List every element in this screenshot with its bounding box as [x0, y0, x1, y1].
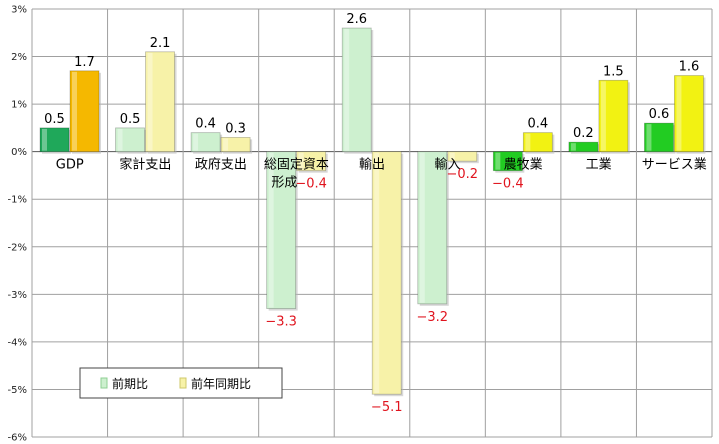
bar	[266, 151, 297, 310]
bar	[296, 151, 327, 172]
data-label: 1.6	[679, 60, 700, 75]
bar	[341, 27, 372, 153]
x-tick-label: 輸出	[359, 158, 385, 173]
bar	[598, 79, 629, 153]
bar-highlight	[72, 71, 77, 151]
legend-swatch-series-2	[179, 377, 187, 389]
bar-highlight	[495, 152, 501, 170]
bar	[417, 151, 448, 305]
legend-swatch-series-1	[100, 377, 108, 389]
x-tick-label: GDP	[56, 158, 84, 173]
y-tick-label: -3%	[8, 290, 27, 301]
data-label: 0.2	[573, 126, 594, 141]
data-label: −5.1	[371, 400, 403, 415]
bar	[115, 127, 145, 153]
bar	[644, 122, 674, 153]
bar	[522, 132, 553, 153]
bar-highlight	[344, 29, 350, 151]
bar-highlight	[268, 152, 274, 308]
legend: 前期比 前年同期比	[79, 367, 283, 399]
data-label: −3.2	[416, 310, 448, 325]
bars	[39, 27, 706, 397]
y-tick-label: -2%	[8, 242, 27, 253]
gridlines	[31, 8, 713, 438]
data-label: 2.1	[150, 36, 171, 51]
bar-highlight	[570, 143, 576, 151]
data-label: 0.6	[649, 107, 670, 122]
legend-box	[79, 367, 283, 399]
y-tick-label: 0%	[11, 147, 27, 158]
x-tick-label: 工業	[586, 157, 612, 173]
y-tick-label: -4%	[8, 337, 27, 348]
y-tick-label: 3%	[11, 5, 27, 16]
bar	[568, 141, 599, 153]
y-tick-label: 1%	[11, 100, 27, 111]
data-label: −0.2	[446, 167, 478, 182]
data-label: −3.3	[265, 315, 297, 330]
data-label: 0.4	[195, 117, 216, 132]
data-label: −0.4	[492, 177, 524, 192]
bar-highlight	[676, 76, 682, 151]
data-label: 0.5	[44, 112, 65, 127]
x-tick-label: 政府支出	[195, 158, 247, 173]
x-tick-label: 輸入	[435, 158, 461, 173]
bar-highlight	[42, 128, 47, 151]
data-label: 1.5	[603, 64, 624, 79]
bar-highlight	[117, 128, 123, 151]
bar-highlight	[525, 133, 531, 151]
value-labels: 0.5 0.5 0.4 −3.3 2.6 −3.2 −0.4 0.2 0.6 1.7 2.1 0.3 −…	[44, 12, 699, 415]
x-tick-label: サービス業	[642, 157, 707, 173]
bar-highlight	[223, 138, 229, 151]
bar-highlight	[449, 152, 455, 161]
y-axis: 3% 2% 1% 0% -1% -2% -3% -4% -5% -6%	[8, 5, 27, 444]
data-label: 1.7	[74, 55, 95, 70]
y-tick-label: -6%	[8, 433, 27, 444]
data-label: 0.4	[527, 117, 548, 132]
bar-highlight	[646, 124, 652, 151]
x-tick-label: 農牧業	[504, 157, 543, 173]
y-tick-label: -5%	[8, 385, 27, 396]
bar	[69, 70, 100, 153]
bar	[674, 75, 704, 153]
bar-highlight	[147, 52, 153, 151]
bar-highlight	[419, 152, 425, 303]
bar-highlight	[193, 133, 199, 151]
y-tick-label: -1%	[8, 195, 27, 206]
data-label: 0.3	[225, 121, 246, 136]
bar	[145, 51, 175, 153]
bar-highlight	[600, 81, 606, 151]
bar	[371, 151, 402, 395]
bar	[492, 151, 523, 172]
y-tick-label: 2%	[11, 52, 27, 63]
x-tick-label: 総固定資本形成	[264, 158, 329, 191]
bar-highlight	[298, 152, 304, 170]
bar-highlight	[374, 152, 380, 394]
x-tick-label: 家計支出	[119, 157, 171, 173]
bar	[447, 151, 478, 162]
data-label: 2.6	[346, 12, 367, 27]
category-labels: GDP 家計支出 政府支出 総固定資本形成 輸出 輸入 農牧業 工業 サービス業	[56, 157, 707, 191]
legend-label-series-1: 前期比	[112, 376, 148, 391]
data-label: 0.5	[120, 112, 141, 127]
legend-label-series-2: 前年同期比	[191, 376, 251, 391]
data-label: −0.4	[295, 177, 327, 192]
bar	[39, 127, 70, 153]
bar	[220, 136, 251, 153]
bar	[190, 132, 221, 153]
